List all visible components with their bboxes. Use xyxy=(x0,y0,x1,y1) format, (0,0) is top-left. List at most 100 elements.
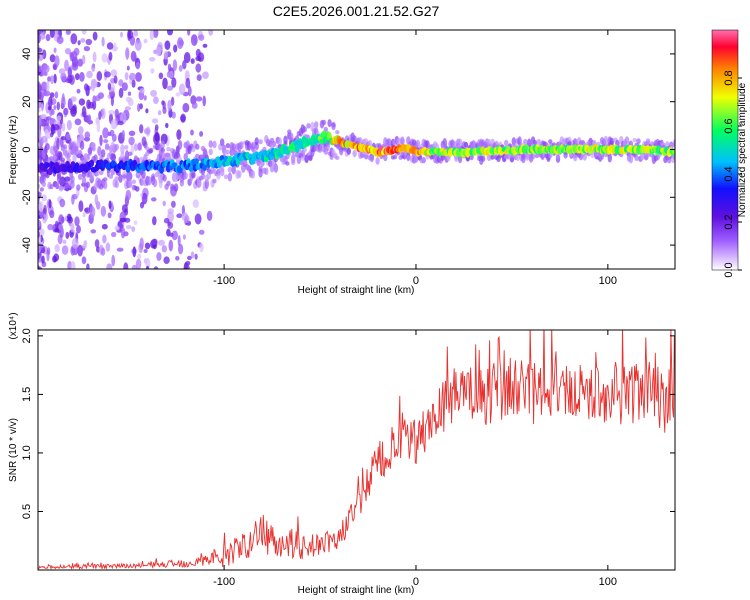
spectrogram-cell xyxy=(40,103,44,112)
spectrogram-cell xyxy=(667,157,672,164)
spectrogram-cell xyxy=(61,93,65,103)
spectrogram-cell xyxy=(208,30,214,36)
spectrogram-cell xyxy=(87,114,92,125)
spectrogram-cell xyxy=(69,52,74,58)
spectrogram-cell xyxy=(80,38,86,43)
spectrogram-cell xyxy=(413,156,419,162)
spectrogram-cell xyxy=(89,206,96,218)
spectrogram-cell xyxy=(104,71,111,78)
spectrogram-cell xyxy=(168,239,174,252)
spectrogram-cell xyxy=(82,54,86,65)
spectrogram-cell xyxy=(521,153,526,160)
spectrogram-cell xyxy=(85,38,93,46)
spectrogram-cell xyxy=(76,88,81,94)
spectrogram-cell xyxy=(153,49,158,55)
spectrogram-cell xyxy=(133,143,139,152)
spectrogram-cell xyxy=(121,130,126,139)
spectrogram-cell xyxy=(202,43,208,48)
spectrogram-cell xyxy=(41,194,48,202)
spectrogram-cell xyxy=(145,151,150,157)
spectrogram-cell xyxy=(38,65,44,73)
spectrogram-cell xyxy=(137,142,142,151)
spectrogram-cell xyxy=(50,123,55,136)
spectrogram-cell xyxy=(45,143,50,151)
spectrogram-cell xyxy=(124,72,129,81)
spectrogram-cell xyxy=(139,201,145,209)
spectrogram-cell xyxy=(108,51,113,61)
spectrogram-cell xyxy=(567,141,572,146)
spectrogram-cell xyxy=(106,42,114,50)
spectrogram-cell xyxy=(72,153,77,163)
spectrogram-cell xyxy=(269,163,275,173)
spectrogram-cell xyxy=(314,121,319,129)
spectrogram-cell xyxy=(195,48,201,58)
spectrogram-cell xyxy=(64,59,69,72)
spectrogram-cell xyxy=(151,238,158,245)
spectrogram-cell xyxy=(178,39,184,46)
spectrogram-cell xyxy=(183,172,188,180)
spectrogram-cell xyxy=(154,131,160,142)
spectrogram-cell xyxy=(271,140,277,148)
spectrogram-cell xyxy=(227,166,233,173)
spectrogram-cell xyxy=(291,159,296,165)
x-tick-label: -100 xyxy=(213,275,235,287)
spectrogram-cell xyxy=(258,165,263,173)
y-tick-label: -40 xyxy=(21,237,33,253)
spectrogram-cell xyxy=(628,153,634,164)
spectrogram-cell xyxy=(645,138,651,145)
spectrogram-cell xyxy=(77,40,81,46)
spectrogram-cell xyxy=(369,155,374,163)
spectrogram-cell xyxy=(61,122,66,132)
spectrogram-cell xyxy=(151,197,157,202)
spectrogram-cell xyxy=(93,154,98,164)
y-tick-label: -20 xyxy=(21,189,33,205)
spectrogram-cell xyxy=(212,178,217,184)
spectrogram-cell xyxy=(70,105,77,117)
spectrogram-cell xyxy=(171,200,176,208)
spectrogram-cell xyxy=(182,234,186,240)
spectrogram-cell xyxy=(199,242,204,253)
spectrogram-cell xyxy=(101,223,108,230)
spectrogram-cell xyxy=(306,123,311,129)
spectrogram-cell xyxy=(103,177,108,182)
spectrogram-cell xyxy=(81,256,87,265)
spectrogram-cell xyxy=(607,152,612,163)
spectrogram-cell xyxy=(143,249,148,253)
y-tick-label: 0 xyxy=(21,146,33,152)
spectrogram-cell xyxy=(116,247,124,252)
spectrogram-cell xyxy=(223,174,229,180)
spectrogram-cell xyxy=(77,58,84,67)
spectrogram-cell xyxy=(71,237,79,249)
spectrogram-cell xyxy=(289,132,294,141)
spectrogram-cell xyxy=(672,139,675,148)
spectrogram-cell xyxy=(101,149,106,158)
spectrogram-cell xyxy=(48,96,53,108)
spectrogram-cell xyxy=(216,173,221,180)
spectrogram-cell xyxy=(53,257,58,263)
x-tick-label: 0 xyxy=(413,576,419,588)
spectrogram-cell xyxy=(39,187,44,192)
spectrogram-cell xyxy=(400,136,405,146)
spectrogram-cell xyxy=(152,178,158,188)
spectrogram-ticks: -100 0 100 -40 -20 0 20 40 xyxy=(21,30,675,287)
spectrogram-cell xyxy=(127,151,133,156)
spectrogram-cell xyxy=(162,200,166,207)
spectrogram-cell xyxy=(62,239,67,244)
spectrogram-cell xyxy=(194,158,199,165)
spectrogram-cell xyxy=(225,149,231,155)
spectrogram-cell xyxy=(131,184,137,191)
spectrogram-cell xyxy=(111,254,116,267)
spectrogram-cell xyxy=(78,200,84,212)
spectrogram-cell xyxy=(480,155,486,162)
spectrogram-cell xyxy=(68,98,73,109)
spectrogram-cell xyxy=(74,216,80,227)
spectrogram-cell xyxy=(190,58,195,64)
spectrogram-cell xyxy=(103,180,108,190)
spectrogram-cell xyxy=(190,34,198,46)
spectrogram-ylabel: Frequency (Hz) xyxy=(8,116,19,185)
spectrogram-cell xyxy=(113,75,118,84)
spectrogram-cell xyxy=(111,231,117,238)
spectrogram-cell xyxy=(88,101,94,109)
spectrogram-cell xyxy=(91,63,96,72)
spectrogram-xlabel: Height of straight line (km) xyxy=(298,285,415,296)
